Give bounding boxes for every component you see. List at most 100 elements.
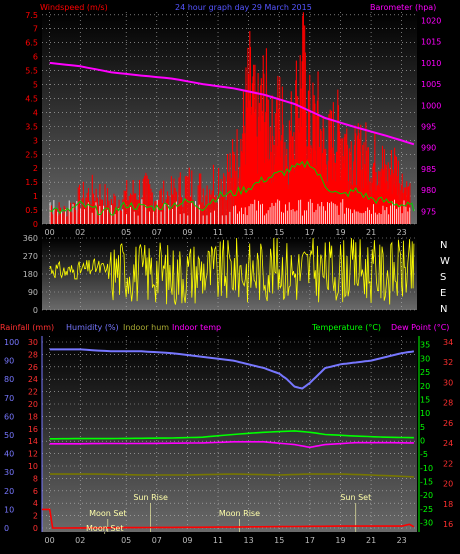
windspeed-bar bbox=[269, 126, 271, 224]
windspeed-tick-label: 7 bbox=[33, 25, 38, 34]
windspeed-bar bbox=[142, 178, 144, 224]
wind-direction-spike bbox=[392, 201, 393, 224]
wind-direction-spike bbox=[380, 214, 382, 224]
wind-direction-spike bbox=[372, 204, 374, 224]
windspeed-bar bbox=[193, 205, 195, 224]
windspeed-bar bbox=[244, 133, 246, 224]
windspeed-bar bbox=[408, 209, 410, 224]
wind-direction-spike bbox=[290, 209, 292, 224]
windspeed-bar bbox=[147, 179, 149, 224]
windspeed-bar bbox=[273, 144, 275, 224]
wind-direction-spike bbox=[246, 215, 248, 224]
wind-direction-spike bbox=[388, 214, 390, 224]
hour-tick-label-bottom: 11 bbox=[213, 536, 223, 545]
windspeed-bar bbox=[99, 183, 101, 224]
temperature-tick-label: -5 bbox=[420, 450, 428, 459]
windspeed-bar bbox=[327, 161, 329, 224]
windspeed-bar bbox=[71, 212, 73, 224]
wind-direction-spike bbox=[254, 199, 256, 224]
windspeed-bar bbox=[336, 151, 338, 224]
windspeed-bar bbox=[334, 162, 336, 224]
windspeed-bar bbox=[249, 31, 251, 224]
wind-direction-spike bbox=[242, 214, 244, 224]
windspeed-bar bbox=[376, 185, 378, 224]
windspeed-bar bbox=[250, 114, 252, 224]
rain-tick-label: 28 bbox=[28, 350, 38, 359]
windspeed-bar bbox=[281, 134, 283, 224]
windspeed-bar bbox=[277, 109, 280, 224]
windspeed-bar bbox=[198, 173, 200, 224]
windspeed-bar bbox=[123, 190, 125, 224]
windspeed-bar bbox=[380, 168, 382, 224]
temperature-panel-background bbox=[42, 336, 417, 532]
windspeed-bar bbox=[343, 137, 345, 224]
wind-direction-spike bbox=[350, 209, 351, 224]
humidity-tick-label: 0 bbox=[4, 524, 9, 533]
windspeed-bar bbox=[361, 169, 363, 224]
windspeed-bar bbox=[257, 73, 259, 225]
windspeed-bar bbox=[305, 112, 307, 224]
windspeed-bar bbox=[401, 173, 403, 224]
hour-tick-label: 13 bbox=[244, 228, 254, 237]
indoor-temp-tick-label: 30 bbox=[443, 378, 453, 387]
rain-tick-label: 14 bbox=[28, 437, 38, 446]
barometer-tick-label: 975 bbox=[421, 207, 436, 216]
wind-direction-spike bbox=[336, 205, 338, 224]
windspeed-bar bbox=[395, 187, 397, 224]
windspeed-bar bbox=[309, 153, 311, 224]
windspeed-bar bbox=[307, 90, 310, 225]
indoor-temp-tick-label: 22 bbox=[443, 459, 453, 468]
windspeed-bar bbox=[263, 163, 266, 224]
wind-direction-spike bbox=[107, 209, 108, 224]
windspeed-bar bbox=[223, 173, 225, 224]
windspeed-bar bbox=[75, 209, 77, 224]
astro-marker-label: Moon Rise bbox=[219, 509, 260, 518]
windspeed-bar bbox=[247, 47, 249, 225]
windspeed-bar bbox=[292, 136, 294, 224]
wind-direction-spike bbox=[394, 199, 395, 224]
wind-direction-spike bbox=[160, 211, 162, 224]
windspeed-bar bbox=[368, 196, 370, 224]
windspeed-bar bbox=[278, 131, 280, 224]
wind-direction-spike bbox=[214, 210, 215, 224]
wind-direction-spike bbox=[315, 209, 317, 224]
windspeed-bar bbox=[332, 179, 334, 224]
wind-direction-spike bbox=[307, 201, 309, 224]
windspeed-bar bbox=[284, 166, 287, 224]
windspeed-bar bbox=[144, 175, 146, 224]
direction-tick-label: 270 bbox=[23, 252, 38, 261]
windspeed-bar bbox=[265, 111, 267, 224]
hour-tick-label: 00 bbox=[45, 228, 55, 237]
windspeed-bar bbox=[244, 164, 246, 224]
windspeed-bar bbox=[165, 199, 167, 224]
indoor-temp-tick-label: 26 bbox=[443, 419, 453, 428]
windspeed-bar bbox=[240, 138, 242, 224]
temperature-tick-label: -20 bbox=[420, 491, 433, 500]
wind-direction-spike bbox=[279, 200, 281, 224]
wind-direction-spike bbox=[49, 202, 51, 224]
windspeed-bar bbox=[323, 149, 325, 224]
temperature-tick-label: 20 bbox=[420, 382, 430, 391]
direction-tick-label: 360 bbox=[23, 234, 38, 243]
wind-direction-spike bbox=[64, 209, 66, 224]
wind-direction-spike bbox=[306, 210, 307, 224]
windspeed-bar bbox=[396, 195, 398, 224]
wind-direction-spike bbox=[141, 199, 143, 224]
wind-direction-spike bbox=[61, 210, 62, 224]
windspeed-bar bbox=[246, 107, 248, 224]
windspeed-bar bbox=[333, 153, 335, 224]
windspeed-tick-label: 4 bbox=[33, 108, 38, 117]
rain-tick-label: 18 bbox=[28, 412, 38, 421]
windspeed-bar bbox=[335, 181, 337, 224]
windspeed-bar bbox=[205, 195, 207, 224]
windspeed-bar bbox=[338, 124, 340, 224]
windspeed-bar bbox=[356, 196, 358, 224]
indoor-temp-tick-label: 16 bbox=[443, 520, 453, 529]
windspeed-bar bbox=[149, 184, 151, 224]
windspeed-tick-label: 5.5 bbox=[25, 67, 38, 76]
windspeed-bar bbox=[240, 151, 243, 224]
wind-direction-spike bbox=[319, 206, 321, 224]
hour-tick-label-bottom: 09 bbox=[182, 536, 192, 545]
windspeed-bar bbox=[77, 187, 79, 224]
